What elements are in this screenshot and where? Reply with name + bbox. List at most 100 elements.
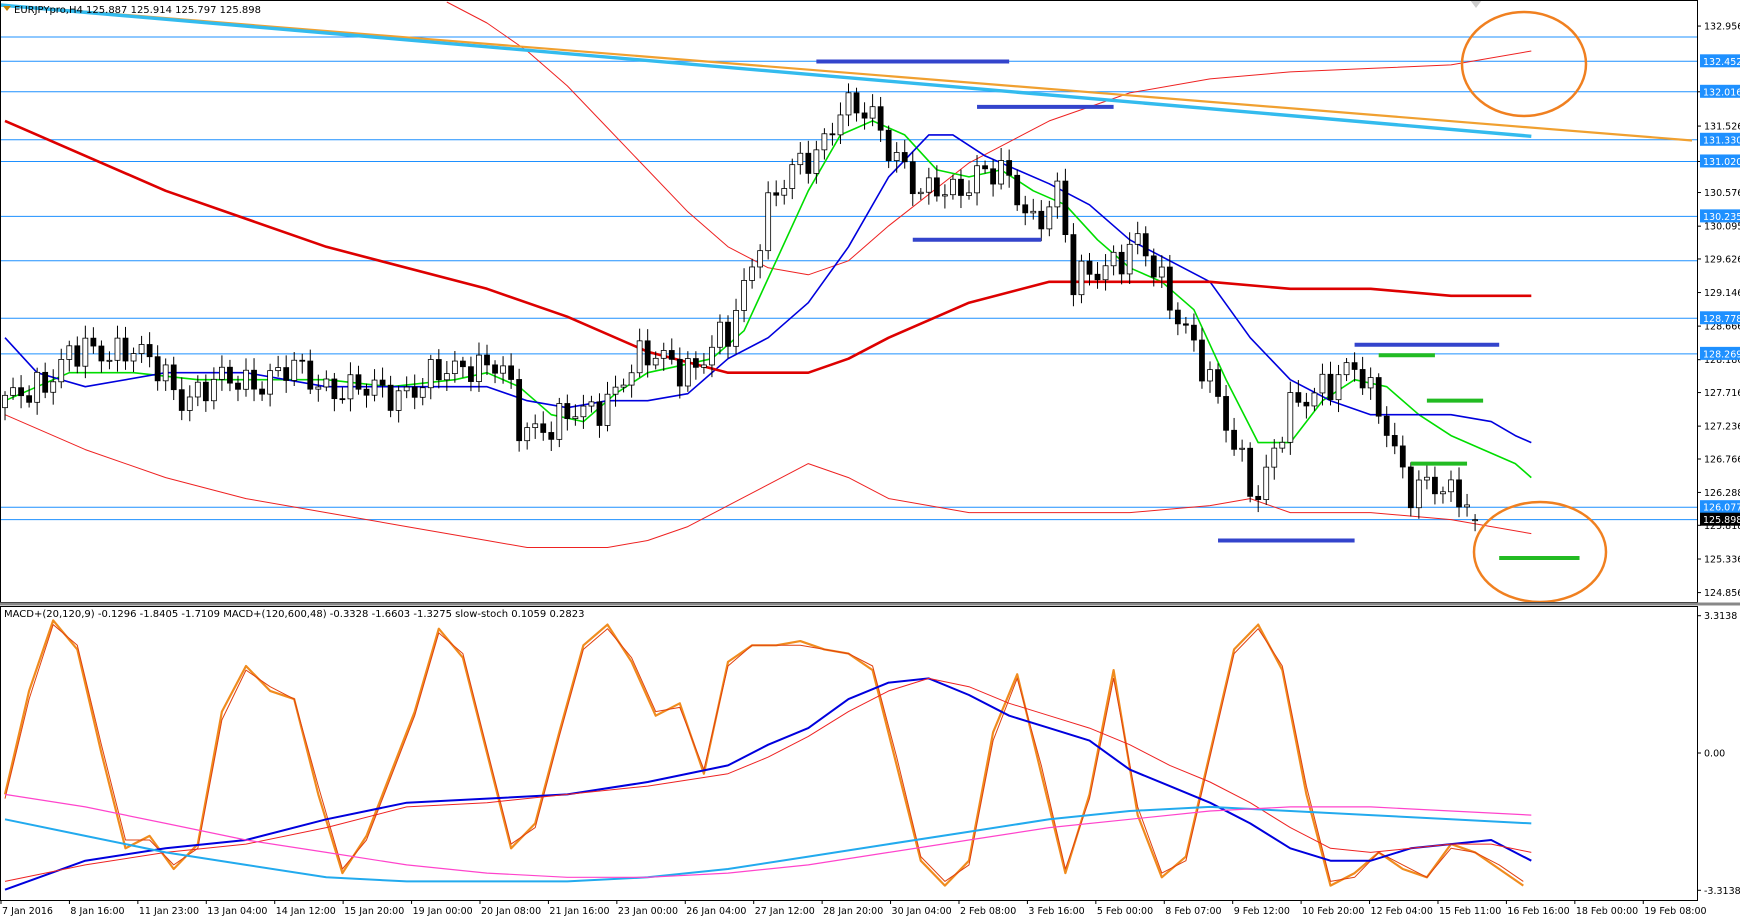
candle-bull bbox=[942, 194, 948, 197]
candle-bear bbox=[202, 381, 209, 402]
candle-bear bbox=[299, 359, 306, 362]
time-tick-label: 11 Jan 23:00 bbox=[139, 906, 199, 917]
price-panel[interactable]: EURJPYpro,H4 125.887 125.914 125.797 125… bbox=[0, 0, 1698, 604]
indicator-tick-label: 0.00 bbox=[1704, 749, 1725, 760]
indicator-panel-title: MACD+(20,120,9) -0.1296 -1.8405 -1.7109 … bbox=[4, 609, 584, 620]
candle-bear bbox=[1142, 233, 1149, 257]
level-label: 132.452 bbox=[1703, 57, 1740, 68]
candle-bull bbox=[419, 387, 426, 398]
candlesticks bbox=[2, 83, 1478, 532]
trendlines[interactable] bbox=[0, 2, 1693, 142]
candle-bull bbox=[813, 149, 820, 174]
candle-bear bbox=[990, 168, 996, 185]
candle-bear bbox=[26, 395, 33, 403]
circle-annotations[interactable] bbox=[1460, 10, 1608, 604]
candle-bull bbox=[580, 405, 587, 418]
candle-bull bbox=[1030, 210, 1037, 214]
candle-bear bbox=[1183, 323, 1189, 326]
level-label-box bbox=[1700, 500, 1740, 514]
candle-bull bbox=[315, 386, 322, 390]
candle-bear bbox=[1215, 369, 1221, 397]
time-tick-label: 16 Feb 16:00 bbox=[1507, 906, 1569, 917]
candle-bull bbox=[403, 386, 410, 392]
candle-bull bbox=[476, 354, 482, 382]
time-tick-label: 8 Feb 07:00 bbox=[1165, 906, 1221, 917]
candle-bear bbox=[1166, 266, 1173, 311]
candle-bear bbox=[1399, 445, 1406, 468]
candle-bull bbox=[717, 321, 723, 348]
time-tick-label: 15 Feb 11:00 bbox=[1439, 906, 1501, 917]
candle-bear bbox=[885, 129, 892, 162]
candle-bear bbox=[1038, 210, 1045, 230]
level-label: 132.016 bbox=[1703, 87, 1740, 98]
circle-annotation-bottom[interactable] bbox=[1472, 500, 1608, 604]
candle-bull bbox=[114, 337, 121, 361]
candle-bull bbox=[789, 164, 796, 189]
price-tick-label: 130.095 bbox=[1704, 222, 1740, 233]
candle-bull bbox=[427, 359, 434, 389]
candle-bear bbox=[773, 192, 780, 196]
level-label: 128.778 bbox=[1703, 314, 1740, 325]
price-tick-label: 126.766 bbox=[1704, 454, 1740, 465]
price-tick-label: 130.576 bbox=[1704, 188, 1740, 199]
indicator-panel[interactable]: MACD+(20,120,9) -0.1296 -1.8405 -1.7109 … bbox=[0, 606, 1698, 901]
candle-bear bbox=[355, 374, 362, 390]
candle-bear bbox=[18, 387, 24, 397]
candle-bull bbox=[1279, 441, 1286, 449]
candle-bull bbox=[106, 359, 113, 362]
candle-bear bbox=[1191, 324, 1197, 341]
candle-bear bbox=[146, 344, 153, 358]
current-price-label: 125.898 bbox=[1703, 515, 1740, 526]
candle-bull bbox=[1472, 519, 1478, 522]
price-tick-label: 125.336 bbox=[1704, 555, 1740, 566]
candle-bull bbox=[660, 350, 667, 359]
price-tick-label: 129.626 bbox=[1704, 254, 1740, 265]
candle-bull bbox=[620, 384, 627, 388]
candle-bull bbox=[1319, 373, 1326, 394]
candle-bull bbox=[1126, 243, 1133, 275]
candle-bull bbox=[1134, 233, 1141, 245]
candle-bear bbox=[676, 358, 683, 387]
envelope-lines bbox=[4, 1, 1532, 548]
time-tick-label: 14 Jan 12:00 bbox=[276, 906, 336, 917]
price-tick-label: 131.526 bbox=[1704, 122, 1740, 133]
candle-bull bbox=[500, 365, 506, 374]
candle-bear bbox=[283, 367, 290, 381]
time-tick-label: 13 Jan 04:00 bbox=[207, 906, 267, 917]
candle-bull bbox=[556, 403, 563, 440]
candle-bull bbox=[869, 106, 876, 119]
candle-bear bbox=[379, 379, 386, 386]
candle-bear bbox=[339, 398, 346, 401]
candle-bull bbox=[323, 378, 330, 388]
time-tick-label: 15 Jan 20:00 bbox=[344, 906, 404, 917]
candle-bull bbox=[186, 396, 193, 411]
candle-bear bbox=[1094, 273, 1101, 281]
level-label-box bbox=[1700, 346, 1740, 360]
candle-bull bbox=[684, 358, 691, 387]
macd-fast-signal-line bbox=[4, 677, 1532, 882]
candle-bear bbox=[901, 152, 908, 163]
candle-bull bbox=[1448, 479, 1454, 493]
support-resistance-segments[interactable] bbox=[816, 59, 1580, 561]
trendline-orange[interactable] bbox=[0, 2, 1693, 142]
level-label-box bbox=[1700, 311, 1740, 325]
candle-bull bbox=[1078, 260, 1085, 296]
circle-annotation-top[interactable] bbox=[1460, 10, 1588, 118]
candle-bull bbox=[757, 250, 764, 268]
envelope-upper-line bbox=[446, 1, 1532, 276]
candle-bear bbox=[1231, 429, 1237, 450]
chart-menu-icon[interactable] bbox=[3, 6, 11, 11]
candle-bull bbox=[628, 372, 635, 386]
candle-bull bbox=[50, 381, 57, 393]
candle-bull bbox=[267, 370, 274, 395]
candle-bear bbox=[492, 364, 498, 374]
time-tick-label: 5 Feb 00:00 bbox=[1097, 906, 1153, 917]
candle-bull bbox=[845, 92, 852, 116]
trendline-cyan[interactable] bbox=[0, 2, 1532, 138]
candle-bear bbox=[90, 337, 97, 347]
candle-bull bbox=[709, 346, 715, 366]
candle-bull bbox=[604, 393, 611, 426]
candle-bull bbox=[1271, 447, 1278, 468]
time-tick-label: 21 Jan 16:00 bbox=[549, 906, 609, 917]
